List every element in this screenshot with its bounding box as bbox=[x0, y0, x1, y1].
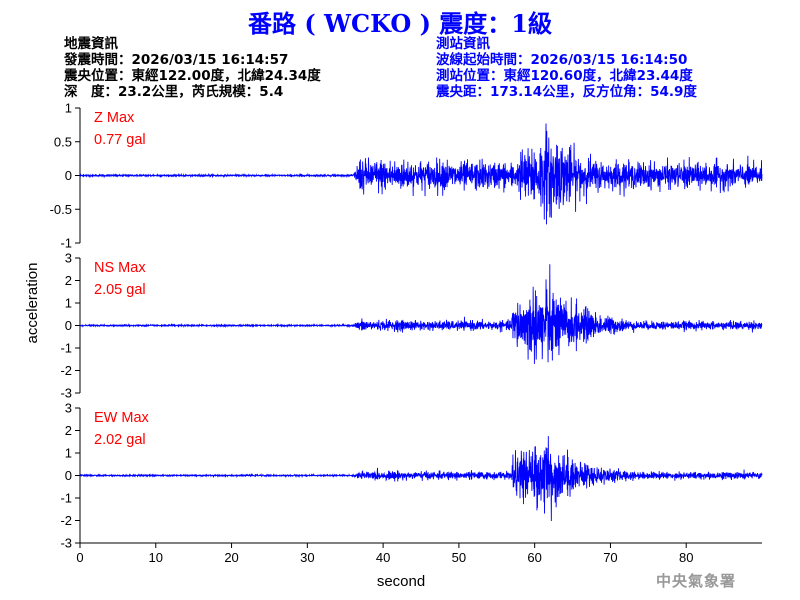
waveform-z bbox=[79, 123, 763, 225]
station-info: 測站資訊 波線起始時間：2026/03/15 16:14:50 測站位置：東經1… bbox=[436, 36, 697, 100]
depth-magnitude: 深 度：23.2公里，芮氏規模：5.4 bbox=[64, 84, 284, 100]
x-tick-label: 40 bbox=[376, 550, 390, 565]
station-location: 測站位置：東經120.60度，北緯23.44度 bbox=[436, 68, 693, 84]
x-tick-label: 70 bbox=[603, 550, 617, 565]
y-tick-label-ew: 3 bbox=[65, 401, 72, 416]
y-tick-label-z: 0.5 bbox=[54, 134, 72, 149]
earthquake-info-heading: 地震資訊 bbox=[64, 36, 118, 52]
x-axis-label: second bbox=[377, 573, 425, 590]
station-info-heading: 測站資訊 bbox=[436, 36, 490, 52]
y-tick-label-ns: -1 bbox=[60, 341, 72, 356]
origin-time: 發震時間：2026/03/15 16:14:57 bbox=[64, 52, 289, 68]
max-value-ew: 2.02 gal bbox=[94, 432, 146, 448]
y-axis-label: acceleration bbox=[24, 263, 41, 344]
y-tick-label-ns: 1 bbox=[65, 296, 72, 311]
waveform-ns bbox=[79, 264, 763, 364]
x-tick-label: 20 bbox=[224, 550, 238, 565]
x-tick-label: 80 bbox=[679, 550, 693, 565]
epicentral-distance: 震央距：173.14公里，反方位角：54.9度 bbox=[436, 84, 697, 100]
y-tick-label-ew: 0 bbox=[65, 468, 72, 483]
y-tick-label-ns: 2 bbox=[65, 273, 72, 288]
max-label-z: Z Max bbox=[94, 110, 135, 126]
x-tick-label: 60 bbox=[527, 550, 541, 565]
max-value-z: 0.77 gal bbox=[94, 132, 146, 148]
x-tick-label: 10 bbox=[149, 550, 163, 565]
waveform-ew bbox=[79, 436, 763, 521]
y-tick-label-ew: 2 bbox=[65, 423, 72, 438]
y-tick-label-ew: -1 bbox=[60, 491, 72, 506]
y-tick-label-z: 1 bbox=[65, 101, 72, 116]
y-tick-label-ns: 3 bbox=[65, 251, 72, 266]
wave-start-time: 波線起始時間：2026/03/15 16:14:50 bbox=[436, 52, 688, 68]
x-tick-label: 0 bbox=[76, 550, 83, 565]
x-tick-label: 30 bbox=[300, 550, 314, 565]
epicenter-location: 震央位置：東經122.00度，北緯24.34度 bbox=[64, 68, 321, 84]
y-tick-label-ns: -2 bbox=[60, 363, 72, 378]
y-tick-label-ns: 0 bbox=[65, 318, 72, 333]
cwb-logo: 中央氣象署 bbox=[656, 572, 737, 590]
chart-title: 番路 ( WCKO ) 震度：1級 bbox=[247, 9, 552, 38]
x-tick-label: 50 bbox=[452, 550, 466, 565]
y-tick-label-ew: -2 bbox=[60, 513, 72, 528]
y-tick-label-z: -0.5 bbox=[50, 202, 72, 217]
max-label-ns: NS Max bbox=[94, 260, 146, 276]
y-tick-label-ew: 1 bbox=[65, 446, 72, 461]
max-label-ew: EW Max bbox=[94, 410, 150, 426]
max-value-ns: 2.05 gal bbox=[94, 282, 146, 298]
y-tick-label-z: 0 bbox=[65, 168, 72, 183]
earthquake-info: 地震資訊 發震時間：2026/03/15 16:14:57 震央位置：東經122… bbox=[64, 36, 321, 100]
y-tick-label-z: -1 bbox=[60, 236, 72, 251]
y-tick-label-ew: -3 bbox=[60, 536, 72, 551]
y-tick-label-ns: -3 bbox=[60, 386, 72, 401]
